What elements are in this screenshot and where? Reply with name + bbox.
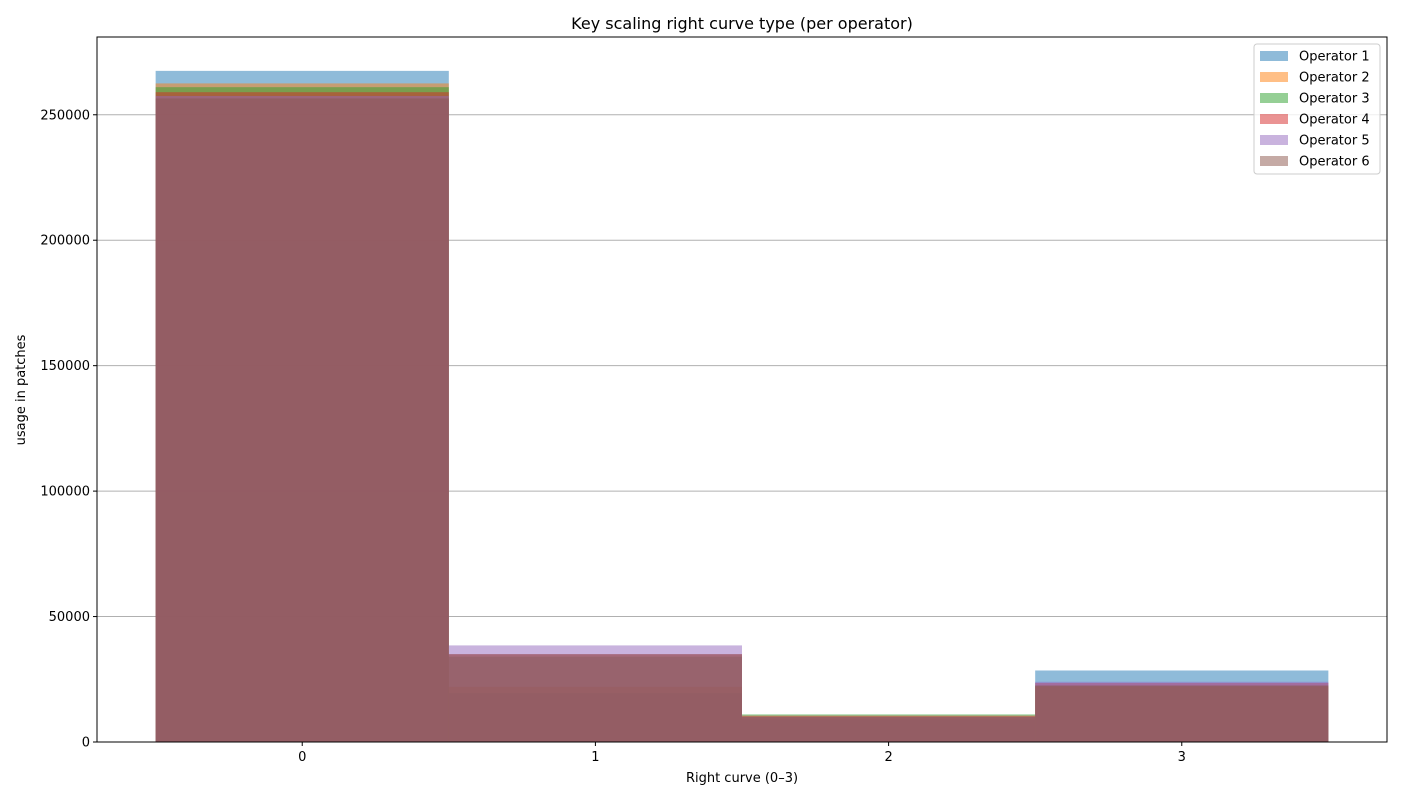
y-tick-label: 100000 xyxy=(40,485,90,500)
bars xyxy=(155,70,1329,743)
legend-swatch xyxy=(1260,93,1288,103)
legend-swatch xyxy=(1260,135,1288,145)
x-tick-label: 0 xyxy=(298,750,306,765)
chart-title: Key scaling right curve type (per operat… xyxy=(571,14,913,33)
y-tick-label: 200000 xyxy=(40,234,90,249)
x-tick-label: 2 xyxy=(884,750,892,765)
x-tick-label: 1 xyxy=(591,750,599,765)
y-axis-label: usage in patches xyxy=(14,334,29,445)
y-ticks: 0 50000 100000 150000 200000 250000 xyxy=(40,108,97,751)
legend-label: Operator 4 xyxy=(1299,113,1370,128)
y-tick-label: 250000 xyxy=(40,108,90,123)
legend-swatch xyxy=(1260,51,1288,61)
y-tick-label: 150000 xyxy=(40,359,90,374)
y-tick-label: 50000 xyxy=(49,610,90,625)
legend-label: Operator 6 xyxy=(1299,155,1370,170)
x-axis-label: Right curve (0–3) xyxy=(686,771,798,786)
legend-label: Operator 1 xyxy=(1299,50,1370,65)
bar-operator-6-curve-0 xyxy=(155,98,449,743)
legend-swatch xyxy=(1260,72,1288,82)
plot-frame xyxy=(96,36,1388,743)
legend-swatch xyxy=(1260,156,1288,166)
legend-label: Operator 2 xyxy=(1299,71,1370,86)
bar-operator-6-curve-1 xyxy=(448,654,742,742)
x-tick-label: 3 xyxy=(1178,750,1186,765)
legend: Operator 1 Operator 2 Operator 3 Operator 4… xyxy=(1253,43,1381,175)
x-ticks: 0 1 2 3 xyxy=(298,742,1186,765)
legend-label: Operator 3 xyxy=(1299,92,1370,107)
legend-label: Operator 5 xyxy=(1299,134,1370,149)
legend-swatch xyxy=(1260,114,1288,124)
y-tick-label: 0 xyxy=(82,736,90,751)
bar-operator-6-curve-3 xyxy=(1035,685,1329,742)
bar-operator-6-curve-2 xyxy=(742,716,1036,742)
